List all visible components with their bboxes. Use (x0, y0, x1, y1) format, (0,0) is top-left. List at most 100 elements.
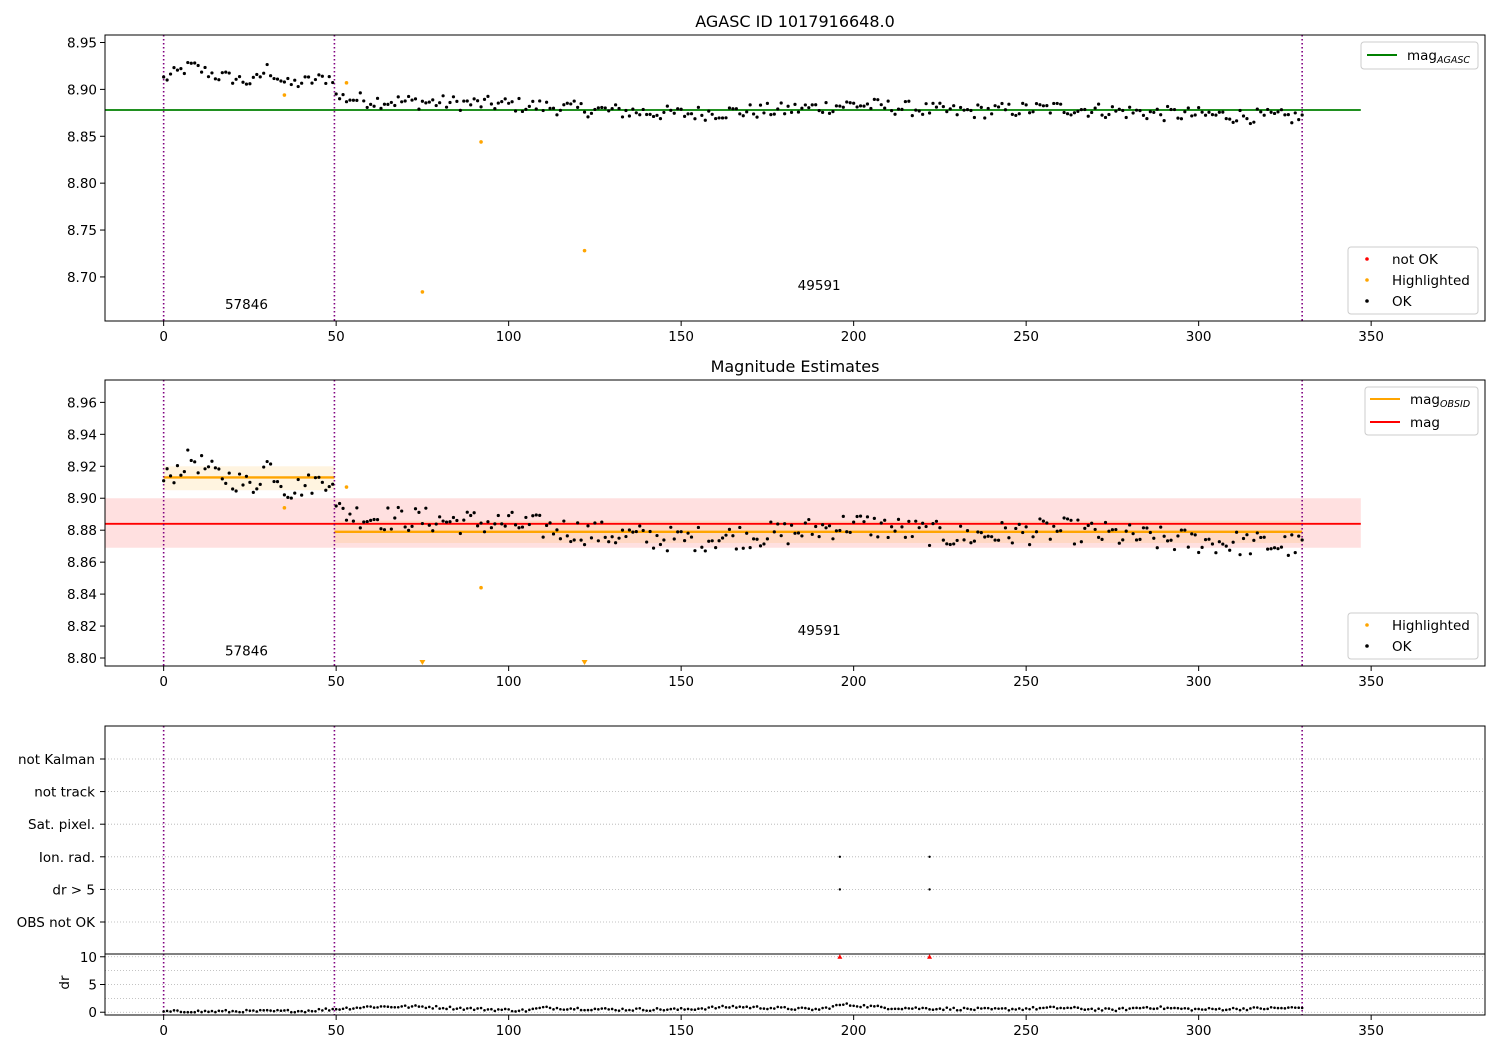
panel-estimates-ok-point (786, 542, 790, 546)
panel-estimates-ok-point (717, 539, 721, 543)
panel-estimates-ok-point (200, 454, 204, 458)
dr-point (517, 1009, 521, 1013)
dr-point (679, 1006, 683, 1010)
panel-agasc-ok-point (1000, 101, 1004, 106)
dr-point (300, 1009, 303, 1013)
legend-marker (1365, 257, 1369, 261)
panel-agasc-ok-point (1093, 106, 1097, 110)
dr-point (327, 1009, 331, 1012)
panel-estimates-ok-point (237, 472, 242, 476)
dr-point (417, 1005, 421, 1008)
panel-estimates-xtick-label: 100 (496, 674, 522, 690)
panel-estimates-ok-point (1224, 544, 1228, 548)
panel-agasc-ok-point (993, 104, 997, 108)
panel-agasc-ok-point (386, 102, 390, 107)
dr-point (1031, 1005, 1035, 1009)
dr-point (1138, 1006, 1142, 1010)
panel-estimates-ok-point (1207, 537, 1211, 541)
panel-agasc-ok-point (589, 111, 594, 115)
panel-estimates-ok-point (641, 528, 645, 533)
dr-point (186, 1010, 190, 1014)
dr-point (503, 1007, 507, 1011)
panel-estimates-ok-point (834, 529, 839, 533)
panel-estimates-ok-point (910, 534, 914, 539)
panel-agasc-ok-point (689, 112, 694, 116)
dr-point (907, 1007, 911, 1010)
panel-estimates-ok-point (1065, 517, 1070, 521)
panel-estimates-ok-point (996, 538, 1001, 542)
dr-point (672, 1007, 676, 1010)
panel-estimates-ok-point (217, 467, 221, 471)
panel-estimates-ok-point (355, 506, 359, 510)
panel-agasc-bottom-legend-box (1347, 246, 1479, 315)
panel-estimates-obsid-label: 57846 (225, 644, 268, 660)
panel-estimates-ok-point (551, 532, 556, 536)
dr-point (1259, 1007, 1263, 1010)
dr-point (200, 1010, 203, 1014)
panel-agasc-ok-point (596, 106, 600, 110)
dr-point (735, 1006, 738, 1009)
dr-point (893, 1007, 897, 1011)
dr-point (1004, 1007, 1007, 1010)
dr-point (890, 1007, 893, 1011)
panel-estimates-ok-point (462, 518, 466, 522)
panel-agasc-ok-point (313, 77, 318, 82)
panel-agasc-ok-point (776, 107, 780, 111)
dr-point (966, 1007, 969, 1010)
panel-estimates-ok-point (279, 484, 283, 489)
panel-agasc-ok-point (676, 107, 680, 111)
panel-agasc-ok-point (1079, 107, 1083, 112)
dr-point (227, 1010, 231, 1014)
dr-point (438, 1007, 441, 1010)
panel-agasc-ok-point (500, 100, 504, 104)
dr-point (969, 1008, 973, 1011)
panel-agasc-ok-point (769, 113, 773, 117)
panel-agasc-ok-point (700, 113, 704, 117)
dr-point (638, 1007, 642, 1010)
panel-estimates-ok-point (793, 531, 797, 535)
panel-agasc-ok-point (1028, 111, 1032, 115)
panel-agasc-ok-point (1024, 103, 1028, 107)
dr-point (652, 1008, 655, 1012)
dr-point (804, 1006, 807, 1010)
panel-estimates-ok-point (531, 514, 535, 518)
panel-estimates-ok-point (248, 480, 252, 484)
panel-estimates-highlighted-point (344, 485, 349, 489)
panel-estimates-ok-point (727, 527, 732, 531)
panel-agasc-ok-point (910, 114, 914, 118)
dr-point (283, 1009, 286, 1012)
panel-agasc-ok-point (1279, 108, 1284, 112)
panel-agasc-ok-point (434, 103, 438, 108)
panel-agasc-ok-point (1141, 113, 1146, 117)
panel-estimates-ytick-label: 8.92 (67, 459, 97, 475)
panel-estimates-ok-point (900, 525, 904, 529)
panel-dr-xtick-label: 300 (1186, 1023, 1212, 1039)
panel-estimates-ok-point (1107, 529, 1111, 533)
panel-estimates-ok-point (614, 541, 618, 545)
panel-agasc-ok-point (620, 115, 625, 119)
dr-point (645, 1009, 648, 1012)
panel-agasc-ok-point (824, 100, 828, 105)
panel-estimates-ok-point (1031, 535, 1035, 539)
panel-agasc-ok-point (669, 108, 673, 112)
dr-point (710, 1005, 714, 1008)
dr-point (1269, 1006, 1273, 1009)
dr-point (1218, 1007, 1221, 1010)
panel-agasc-ok-point (193, 61, 197, 65)
panel-estimates-ok-point (582, 543, 587, 547)
panel-agasc-ok-point (755, 115, 759, 119)
dr-point (855, 1005, 859, 1008)
panel-agasc-ok-point (1038, 103, 1042, 107)
dr-point (1166, 1006, 1169, 1010)
panel-dr-ytick-label: 5 (88, 978, 97, 994)
panel-estimates-ok-point (569, 539, 573, 544)
dr-point (738, 1005, 742, 1008)
dr-point (904, 1006, 907, 1010)
panel-agasc-ok-point (883, 106, 887, 110)
panel-agasc-ok-point (1272, 111, 1277, 116)
panel-estimates-ok-point (1041, 519, 1045, 523)
dr-point (835, 1003, 838, 1007)
dr-point (465, 1007, 469, 1010)
panel-agasc-ok-point (848, 101, 852, 105)
dr-point (572, 1008, 576, 1011)
